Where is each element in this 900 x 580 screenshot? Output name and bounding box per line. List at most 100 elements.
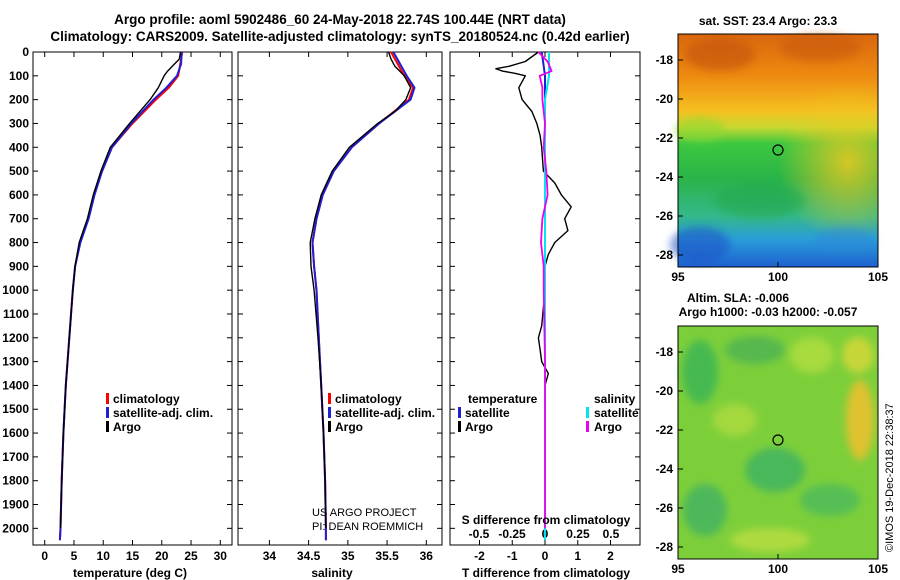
map-y-tick-label: -18 [656,53,674,67]
sst-axes: 95 100 105 -18 -20 -22 -24 -26 -28 [656,53,889,284]
legend-swatch-t-satellite [458,407,461,418]
legend-swatch-s-argo [586,421,589,432]
legend-swatch-climatology [328,393,331,404]
map-x-tick-label: 100 [768,562,788,576]
y-tick-label: 800 [9,236,29,250]
x-tick-label: 10 [97,549,111,563]
map-y-tick-label: -22 [656,423,674,437]
legend-salinity-title: salinity [594,392,636,406]
y-tick-label: 1200 [2,331,29,345]
x-tick-label: -2 [474,549,485,563]
y-tick-label: 700 [9,212,29,226]
sst-texture [670,34,875,263]
s-tick-label: -0.5 [469,527,490,541]
legend-label-satellite: satellite-adj. clim. [335,406,435,420]
series-s-argo [537,51,553,529]
legend-label-argo: Argo [335,420,363,434]
difference-xlabel: T difference from climatology [462,566,630,580]
y-tick-label: 1700 [2,450,29,464]
y-tick-label: 0 [22,45,29,59]
legend-swatch-climatology [106,393,109,404]
x-tick-label: 5 [71,549,78,563]
legend-label-satellite: satellite-adj. clim. [113,406,213,420]
legend-label-t-argo: Argo [465,420,493,434]
y-tick-label: 1000 [2,283,29,297]
y-tick-label: 2000 [2,521,29,535]
s-tick-label: 0.5 [603,527,620,541]
project-pi: PI: DEAN ROEMMICH [312,521,423,533]
map-y-tick-label: -20 [656,92,674,106]
x-tick-label: 35.5 [375,549,399,563]
sst-map: sat. SST: 23.4 Argo: 23.3 95 100 105 -18 -20… [656,14,889,284]
legend-label-s-argo: Argo [594,420,622,434]
sla-axes: 95 100 105 -18 -20 -22 -24 -26 -28 [656,345,889,576]
legend-label-climatology: climatology [335,392,402,406]
s-tick-label: -0.25 [498,527,526,541]
y-tick-label: 1600 [2,426,29,440]
plot-frame [32,51,233,546]
x-tick-label: 2 [607,549,614,563]
series-argo [309,51,412,529]
temperature-legend: climatology satellite-adj. clim. Argo [106,392,213,434]
map-y-tick-label: -26 [656,501,674,515]
header-title: Argo profile: aoml 5902486_60 24-May-201… [114,12,566,27]
project-name: US ARGO PROJECT [312,507,417,519]
map-y-tick-label: -28 [656,248,674,262]
legend-swatch-argo [328,421,331,432]
sla-map: Altim. SLA: -0.006 Argo h1000: -0.03 h20… [656,291,889,576]
map-y-tick-label: -20 [656,384,674,398]
difference-legend: temperature salinity satellite Argo sate… [458,392,639,434]
legend-label-s-satellite: satellite [594,406,639,420]
map-x-tick-label: 105 [868,270,888,284]
map-x-tick-label: 95 [671,270,685,284]
salinity-xlabel: salinity [311,566,353,580]
x-tick-label: 0 [41,549,48,563]
y-tick-label: 300 [9,116,29,130]
y-tick-label: 200 [9,93,29,107]
y-tick-label: 1100 [3,307,29,321]
x-tick-label: 15 [126,549,140,563]
legend-swatch-t-argo [458,421,461,432]
sla-float-marker [772,434,784,446]
map-y-tick-label: -22 [656,131,674,145]
legend-label-climatology: climatology [113,392,180,406]
x-tick-label: 0 [542,549,549,563]
credit-text: ©IMOS 19-Dec-2018 22:38:37 [884,403,896,552]
map-x-tick-label: 100 [768,270,788,284]
map-y-tick-label: -24 [656,170,674,184]
difference-xlabel-top: S difference from climatology [462,513,631,527]
y-tick-label: 400 [9,140,29,154]
salinity-panel: 34 34.5 35 35.5 36 [237,51,443,563]
x-tick-label: 35 [341,549,355,563]
x-tick-label: 20 [155,549,169,563]
y-tick-label: 600 [9,188,29,202]
legend-swatch-s-satellite [586,407,589,418]
map-y-tick-label: -26 [656,209,674,223]
x-tick-label: -1 [507,549,518,563]
y-tick-label: 1500 [2,402,29,416]
map-x-tick-label: 95 [671,562,685,576]
map-x-tick-label: 105 [868,562,888,576]
y-tick-label: 500 [9,164,29,178]
series-argo [59,51,182,529]
legend-swatch-argo [106,421,109,432]
temperature-panel: 0100200300400500600700800900100011001200… [2,45,233,563]
y-tick-label: 1400 [2,378,29,392]
legend-label-argo: Argo [113,420,141,434]
plot-frame [237,51,443,546]
difference-panel: -2 -1 0 1 2-0.5 -0.25 0 0.25 0.5 [449,51,641,563]
y-tick-label: 900 [9,259,29,273]
y-tick-label: 1900 [2,498,29,512]
series-t-argo [495,51,572,529]
x-tick-label: 25 [184,549,198,563]
legend-temperature-title: temperature [468,392,538,406]
legend-label-t-satellite: satellite [465,406,510,420]
map-y-tick-label: -24 [656,462,674,476]
sla-map-title: Altim. SLA: -0.006 [687,291,789,305]
x-tick-label: 34 [263,549,277,563]
sst-float-marker [772,144,784,156]
map-y-tick-label: -28 [656,540,674,554]
map-y-tick-label: -18 [656,345,674,359]
x-tick-label: 36 [420,549,434,563]
